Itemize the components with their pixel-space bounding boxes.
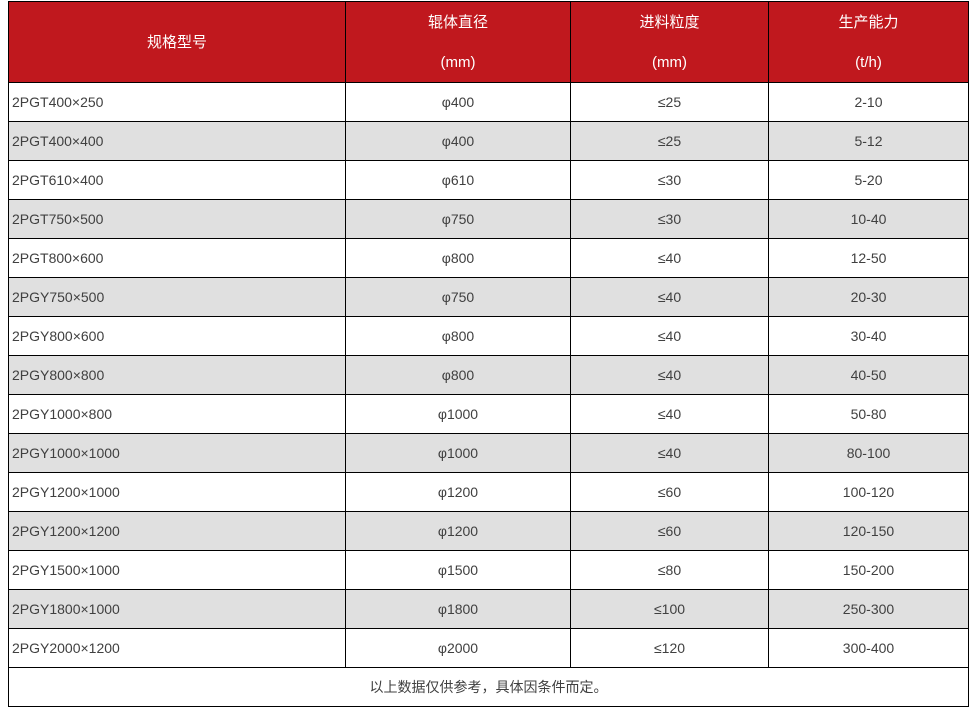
cell-model: 2PGY1200×1000 [8, 472, 346, 512]
cell-feed-size: ≤40 [570, 316, 769, 356]
cell-capacity: 250-300 [768, 589, 969, 629]
cell-capacity: 5-20 [768, 160, 969, 200]
cell-capacity: 50-80 [768, 394, 969, 434]
table-row: 2PGY800×600 φ800 ≤40 30-40 [8, 316, 969, 356]
cell-feed-size: ≤40 [570, 355, 769, 395]
cell-roller-diameter: φ800 [345, 316, 571, 356]
cell-roller-diameter: φ2000 [345, 628, 571, 668]
cell-feed-size: ≤30 [570, 160, 769, 200]
cell-capacity: 5-12 [768, 121, 969, 161]
table-row: 2PGY1000×800 φ1000 ≤40 50-80 [8, 394, 969, 434]
column-header-title: 辊体直径 [427, 13, 488, 31]
cell-roller-diameter: φ610 [345, 160, 571, 200]
cell-roller-diameter: φ1200 [345, 472, 571, 512]
cell-capacity: 30-40 [768, 316, 969, 356]
cell-model: 2PGY750×500 [8, 277, 346, 317]
column-header-unit: (mm) [652, 53, 687, 71]
cell-model: 2PGY800×800 [8, 355, 346, 395]
cell-model: 2PGY1200×1200 [8, 511, 346, 551]
cell-capacity: 100-120 [768, 472, 969, 512]
cell-feed-size: ≤25 [570, 121, 769, 161]
cell-feed-size: ≤60 [570, 511, 769, 551]
table-row: 2PGY1000×1000 φ1000 ≤40 80-100 [8, 433, 969, 473]
column-header-feed-size: 进料粒度 (mm) [570, 1, 769, 83]
table-row: 2PGT610×400 φ610 ≤30 5-20 [8, 160, 969, 200]
cell-roller-diameter: φ1000 [345, 394, 571, 434]
cell-model: 2PGY1000×800 [8, 394, 346, 434]
cell-model: 2PGT800×600 [8, 238, 346, 278]
cell-roller-diameter: φ1800 [345, 589, 571, 629]
table-row: 2PGT750×500 φ750 ≤30 10-40 [8, 199, 969, 239]
cell-feed-size: ≤30 [570, 199, 769, 239]
cell-capacity: 12-50 [768, 238, 969, 278]
column-header-title: 规格型号 [146, 33, 207, 51]
column-header-title: 生产能力 [838, 13, 899, 31]
table-row: 2PGY1200×1200 φ1200 ≤60 120-150 [8, 511, 969, 551]
cell-capacity: 2-10 [768, 82, 969, 122]
table-row: 2PGY1800×1000 φ1800 ≤100 250-300 [8, 589, 969, 629]
cell-roller-diameter: φ750 [345, 199, 571, 239]
cell-capacity: 150-200 [768, 550, 969, 590]
cell-roller-diameter: φ1000 [345, 433, 571, 473]
table-footnote: 以上数据仅供参考，具体因条件而定。 [8, 667, 969, 707]
table-row: 2PGT400×250 φ400 ≤25 2-10 [8, 82, 969, 122]
cell-capacity: 20-30 [768, 277, 969, 317]
column-header-roller-diameter: 辊体直径 (mm) [345, 1, 571, 83]
cell-roller-diameter: φ1500 [345, 550, 571, 590]
column-header-title: 进料粒度 [639, 13, 700, 31]
cell-model: 2PGT400×250 [8, 82, 346, 122]
cell-feed-size: ≤40 [570, 238, 769, 278]
cell-model: 2PGY800×600 [8, 316, 346, 356]
cell-model: 2PGT400×400 [8, 121, 346, 161]
table-footnote-row: 以上数据仅供参考，具体因条件而定。 [8, 667, 969, 707]
table-row: 2PGY2000×1200 φ2000 ≤120 300-400 [8, 628, 969, 668]
column-header-unit: (t/h) [855, 53, 882, 71]
cell-model: 2PGY2000×1200 [8, 628, 346, 668]
table-row: 2PGY1200×1000 φ1200 ≤60 100-120 [8, 472, 969, 512]
cell-model: 2PGY1500×1000 [8, 550, 346, 590]
cell-roller-diameter: φ800 [345, 238, 571, 278]
cell-roller-diameter: φ800 [345, 355, 571, 395]
cell-roller-diameter: φ1200 [345, 511, 571, 551]
cell-feed-size: ≤40 [570, 277, 769, 317]
cell-roller-diameter: φ400 [345, 121, 571, 161]
table-header-row: 规格型号 辊体直径 (mm) 进料粒度 (mm) 生产能力 (t/h) [8, 1, 969, 83]
spec-table: 规格型号 辊体直径 (mm) 进料粒度 (mm) 生产能力 (t/h) 2PGT400×25… [8, 1, 969, 707]
column-header-capacity: 生产能力 (t/h) [768, 1, 969, 83]
cell-feed-size: ≤60 [570, 472, 769, 512]
cell-feed-size: ≤100 [570, 589, 769, 629]
cell-model: 2PGY1800×1000 [8, 589, 346, 629]
cell-feed-size: ≤80 [570, 550, 769, 590]
cell-feed-size: ≤40 [570, 394, 769, 434]
cell-roller-diameter: φ400 [345, 82, 571, 122]
cell-model: 2PGT610×400 [8, 160, 346, 200]
cell-capacity: 40-50 [768, 355, 969, 395]
table-row: 2PGY1500×1000 φ1500 ≤80 150-200 [8, 550, 969, 590]
table-row: 2PGT400×400 φ400 ≤25 5-12 [8, 121, 969, 161]
column-header-model: 规格型号 [8, 1, 346, 83]
cell-capacity: 120-150 [768, 511, 969, 551]
cell-feed-size: ≤120 [570, 628, 769, 668]
cell-model: 2PGT750×500 [8, 199, 346, 239]
cell-roller-diameter: φ750 [345, 277, 571, 317]
cell-capacity: 80-100 [768, 433, 969, 473]
cell-feed-size: ≤25 [570, 82, 769, 122]
table-row: 2PGT800×600 φ800 ≤40 12-50 [8, 238, 969, 278]
cell-capacity: 10-40 [768, 199, 969, 239]
cell-feed-size: ≤40 [570, 433, 769, 473]
cell-capacity: 300-400 [768, 628, 969, 668]
table-row: 2PGY800×800 φ800 ≤40 40-50 [8, 355, 969, 395]
column-header-unit: (mm) [440, 53, 476, 71]
cell-model: 2PGY1000×1000 [8, 433, 346, 473]
table-row: 2PGY750×500 φ750 ≤40 20-30 [8, 277, 969, 317]
